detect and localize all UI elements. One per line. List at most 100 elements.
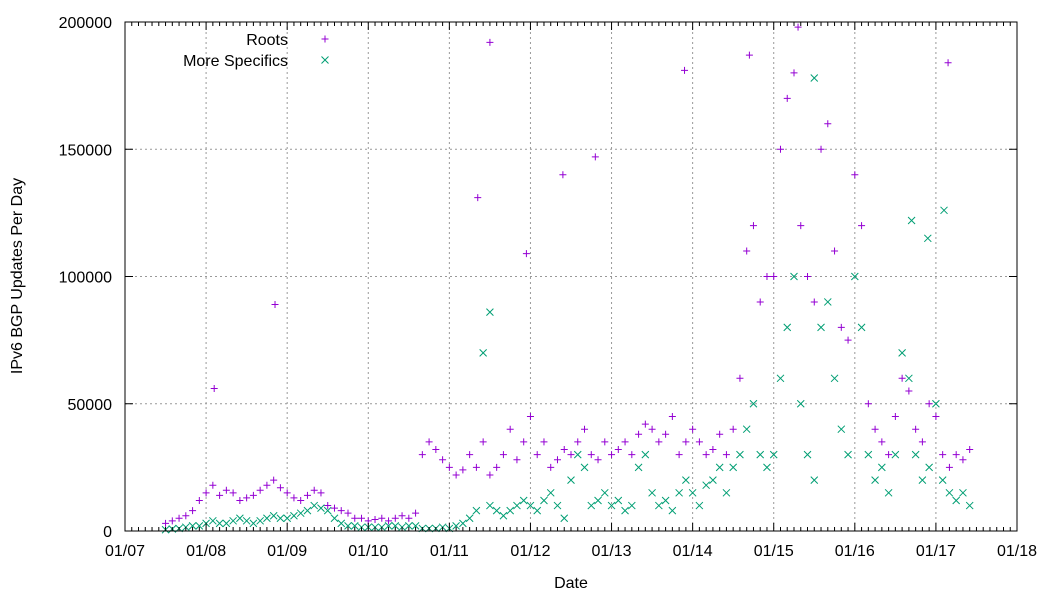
more-specifics-point [486,501,494,510]
roots-point [662,430,670,438]
roots-point [209,481,217,489]
more-specifics-point [222,519,231,528]
more-specifics-point [330,514,339,523]
roots-point [614,446,622,454]
more-specifics-point [296,509,305,518]
more-specifics-point [952,496,961,505]
more-specifics-point [587,501,596,510]
roots-point [290,494,298,502]
more-specifics-point [938,476,947,484]
more-specifics-point [763,463,771,472]
more-specifics-point [891,450,900,459]
roots-point [763,273,771,280]
more-specifics-point [404,522,413,530]
more-specifics-point [526,501,535,510]
roots-point [601,438,609,446]
x-tick-label: 01/17 [916,543,956,560]
more-specifics-point [905,374,913,383]
more-specifics-point [594,496,602,505]
more-specifics-point [459,519,467,528]
roots-point [175,514,183,522]
roots-point [236,496,244,504]
more-specifics-point [580,463,589,472]
roots-point [621,438,629,446]
more-specifics-point [695,501,704,510]
more-specifics-point [769,450,778,459]
more-specifics-point [283,514,292,523]
roots-point [695,438,703,446]
roots-point [276,484,284,492]
roots-point [189,507,197,515]
more-specifics-point [756,450,765,459]
more-specifics-point [844,450,852,459]
roots-point [587,451,595,459]
y-tick-label: 100000 [59,270,112,287]
more-specifics-point [871,476,879,484]
more-specifics-point [884,488,893,497]
more-specifics-point [918,476,927,484]
roots-point [594,456,602,464]
roots-point [749,222,757,230]
more-specifics-point [790,272,798,281]
more-specifics-point [803,450,812,459]
more-specifics-point [344,522,352,530]
more-specifics-point [600,488,609,497]
more-specifics-point [857,323,866,332]
roots-point [885,451,893,459]
roots-point [249,491,257,499]
roots-point [162,519,170,527]
more-specifics-point [317,504,325,512]
roots-point [499,451,507,459]
roots-point [959,456,967,464]
roots-point [486,38,494,46]
roots-point [452,471,460,479]
roots-point [202,489,210,497]
more-specifics-point [736,450,744,459]
roots-point [912,425,920,433]
roots-point [520,438,528,446]
x-tick-label: 01/07 [105,543,145,560]
roots-point [358,514,366,522]
roots-point [702,451,710,459]
roots-point [871,425,879,433]
roots-point [709,446,717,454]
more-specifics-point [540,496,548,505]
roots-point [655,438,663,446]
roots-point [745,51,753,59]
roots-point [790,69,798,77]
more-specifics-point [810,476,819,484]
roots-point [317,489,325,497]
more-specifics-point [932,399,940,408]
roots-point [526,412,534,420]
roots-point [559,171,567,179]
data-points [161,23,974,534]
more-specifics-point [208,516,217,525]
grid [125,22,1017,531]
x-tick-label: 01/16 [835,543,875,560]
roots-point [425,438,433,446]
roots-point [729,425,737,433]
more-specifics-point [654,501,663,510]
more-specifics-point [965,501,974,510]
roots-point [229,489,237,497]
roots-point [466,451,474,459]
more-specifics-point [492,506,501,515]
more-specifics-point [729,463,738,472]
roots-point [794,23,802,31]
more-specifics-point [479,348,488,357]
x-tick-label: 01/15 [754,543,794,560]
legend: Roots More Specifics [183,32,329,70]
roots-point [864,400,872,408]
more-specifics-point [215,519,224,528]
roots-point [351,514,359,522]
roots-point [263,481,271,489]
more-specifics-point [661,496,670,505]
roots-point [608,451,616,459]
roots-point [591,153,599,161]
x-tick-label: 01/12 [510,543,550,560]
more-specifics-point [269,511,278,520]
more-specifics-point [722,488,731,497]
more-specifics-point [229,516,237,525]
more-specifics-point [837,425,846,434]
